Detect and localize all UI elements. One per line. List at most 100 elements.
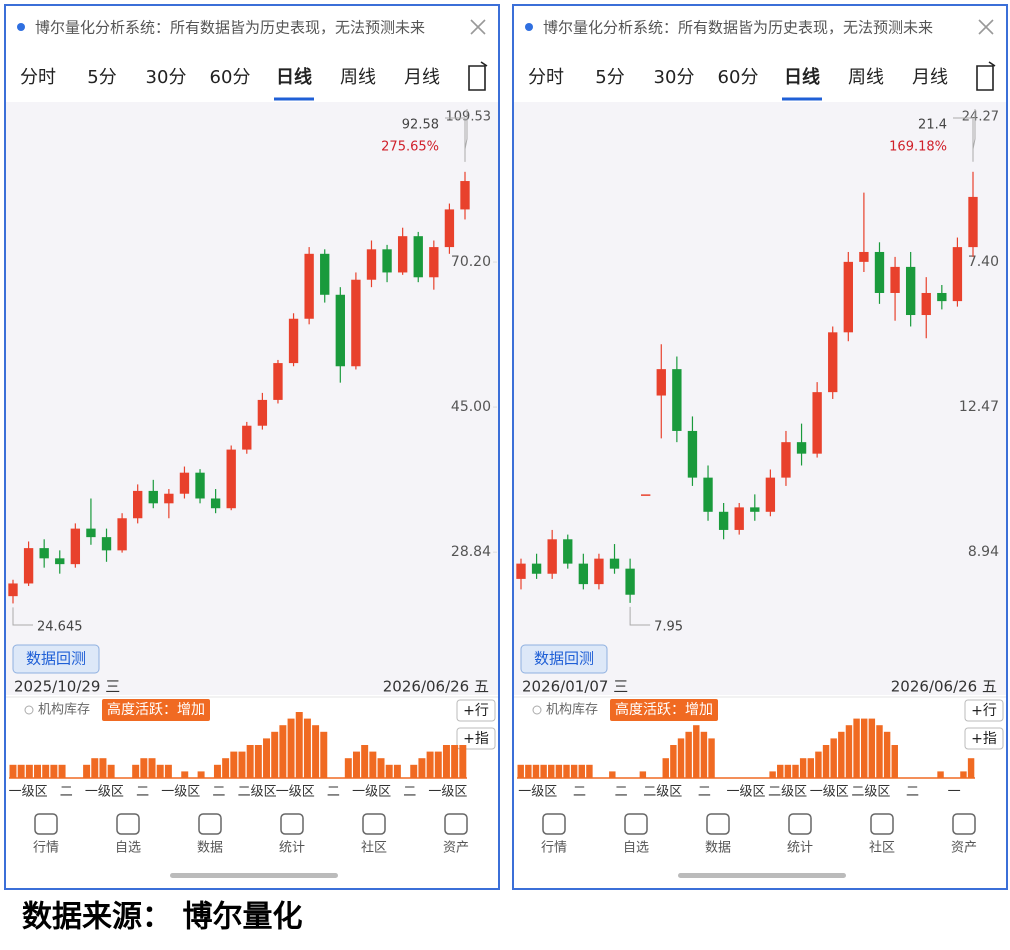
activity-bar [807, 758, 814, 778]
activity-bar [91, 758, 99, 778]
activity-bar [254, 745, 262, 778]
nav-label[interactable]: 统计 [787, 841, 813, 856]
activity-bar [838, 731, 845, 778]
candle-body [672, 369, 682, 431]
activity-bar [891, 745, 898, 778]
candle-body [39, 548, 49, 559]
tab[interactable]: 分时 [528, 67, 564, 88]
nav-label[interactable]: 自选 [623, 841, 649, 856]
indicator-button[interactable] [456, 699, 496, 722]
nav-icon[interactable] [952, 813, 976, 835]
tab[interactable]: 月线 [912, 67, 948, 88]
zone-label: 一级区 [276, 785, 315, 800]
activity-bar [271, 731, 279, 778]
nav-label[interactable]: 行情 [33, 841, 59, 856]
activity-bar [156, 764, 164, 778]
tab[interactable]: 5分 [595, 67, 624, 88]
activity-bar [320, 731, 328, 778]
nav-label[interactable]: 数据 [197, 841, 223, 856]
zone-label: 一级区 [518, 785, 557, 800]
activity-bar [434, 751, 442, 778]
nav-label[interactable]: 统计 [279, 841, 305, 856]
chart-bg [514, 102, 1006, 695]
activity-bar [132, 764, 140, 778]
nav-label[interactable]: 社区 [869, 840, 895, 856]
tab[interactable]: 周线 [340, 67, 376, 88]
activity-bar [708, 738, 715, 778]
nav-label[interactable]: 社区 [361, 840, 387, 856]
candle-body [179, 472, 190, 494]
tab[interactable]: 60分 [718, 67, 759, 88]
nav-icon[interactable] [706, 813, 730, 835]
nav-icon[interactable] [198, 813, 222, 835]
activity-bar [83, 764, 91, 778]
nav-icon[interactable] [624, 813, 648, 835]
activity-bar [230, 751, 238, 778]
activity-bar [578, 764, 585, 778]
candle-body [750, 507, 760, 512]
activity-bar [586, 764, 593, 778]
indicator-button-label[interactable]: +指 [463, 731, 489, 747]
backtest-button[interactable] [520, 644, 608, 674]
zone-label: 二级区 [851, 785, 890, 800]
tab[interactable]: 30分 [654, 67, 695, 88]
indicator-button-label[interactable]: +行 [971, 703, 997, 719]
backtest-label[interactable]: 数据回测 [534, 650, 594, 668]
nav-icon[interactable] [280, 813, 304, 835]
tab[interactable]: 60分 [210, 67, 251, 88]
tab[interactable]: 30分 [146, 67, 187, 88]
candle-body [195, 472, 205, 499]
close-icon[interactable] [978, 19, 994, 35]
indicator-button[interactable] [456, 727, 496, 750]
nav-label[interactable]: 资产 [951, 841, 977, 856]
candle-body [304, 253, 314, 319]
indicator-name: 机构库存 [546, 702, 598, 718]
indicator-button-label[interactable]: +指 [971, 731, 997, 747]
candle-body [133, 490, 143, 519]
candle-body [859, 251, 869, 262]
activity-bar [570, 764, 578, 778]
y-tick-label: 45.00 [451, 399, 491, 415]
nav-icon[interactable] [116, 813, 140, 835]
nav-label[interactable]: 自选 [115, 841, 141, 856]
activity-bar [517, 764, 524, 778]
nav-label[interactable]: 资产 [443, 841, 469, 856]
activity-bar [555, 764, 563, 778]
candle-body [874, 251, 885, 293]
candle-body [516, 563, 526, 579]
candle-body [656, 369, 666, 396]
activity-bar [967, 758, 975, 778]
nav-label[interactable]: 行情 [541, 841, 567, 856]
activity-bar [845, 725, 853, 778]
candle-body [828, 332, 838, 393]
close-icon[interactable] [470, 19, 486, 35]
rotate-icon[interactable] [976, 61, 996, 91]
backtest-button[interactable] [12, 644, 100, 674]
tab[interactable]: 日线 [784, 66, 820, 88]
tab[interactable]: 日线 [276, 66, 312, 88]
tab[interactable]: 周线 [848, 67, 884, 88]
candle-body [23, 548, 34, 584]
activity-bar [50, 764, 58, 778]
tab[interactable]: 5分 [87, 67, 116, 88]
indicator-button[interactable] [964, 699, 1004, 722]
candle-body [952, 247, 963, 302]
nav-icon[interactable] [788, 813, 812, 835]
nav-icon[interactable] [870, 813, 894, 835]
activity-bar [563, 764, 570, 778]
nav-icon[interactable] [362, 813, 386, 835]
rotate-icon[interactable] [468, 61, 488, 91]
nav-icon[interactable] [542, 813, 566, 835]
candle-body [968, 196, 978, 248]
nav-label[interactable]: 数据 [705, 841, 731, 856]
tab[interactable]: 月线 [404, 67, 440, 88]
indicator-button[interactable] [964, 727, 1004, 750]
tab[interactable]: 分时 [20, 67, 56, 88]
nav-icon[interactable] [444, 813, 468, 835]
low-bracket [12, 607, 33, 626]
activity-bar [312, 725, 320, 778]
candle-body [382, 249, 392, 273]
indicator-button-label[interactable]: +行 [463, 703, 489, 719]
backtest-label[interactable]: 数据回测 [26, 650, 86, 668]
nav-icon[interactable] [34, 813, 58, 835]
